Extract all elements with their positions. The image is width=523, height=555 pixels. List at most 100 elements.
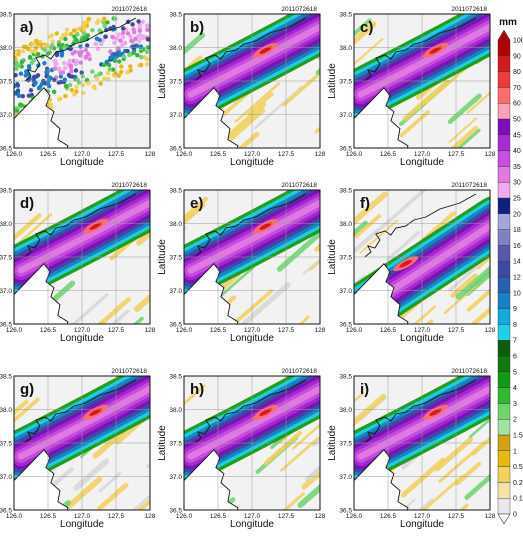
rain-gauge-dot: [101, 20, 106, 25]
x-tick-label: 128: [145, 151, 156, 158]
colorbar-segment: [497, 355, 511, 373]
y-tick-label: 38.0: [169, 407, 182, 414]
coastline: [364, 193, 477, 258]
rain-gauge-dot: [72, 34, 77, 39]
colorbar-segment: [497, 39, 511, 57]
rain-gauge-dot: [106, 62, 112, 68]
colorbar-level-label: 35: [513, 164, 521, 171]
heavy-rain-core: [259, 408, 272, 416]
colorbar-segment: [497, 403, 511, 420]
x-axis-label: Longitude: [230, 519, 274, 530]
heavy-rain-core: [259, 222, 272, 230]
precipitation-field: [184, 14, 320, 148]
rain-gauge-dot: [105, 70, 111, 76]
rain-gauge-dot: [32, 74, 37, 80]
sea-area: [184, 263, 239, 324]
colorbar-segment: [497, 498, 511, 515]
y-tick-label: 37.0: [339, 288, 352, 295]
rain-gauge-dot: [87, 56, 92, 62]
x-tick-label: 128: [485, 327, 496, 334]
rain-streak: [184, 196, 209, 221]
colorbar-segment: [497, 229, 511, 246]
y-tick-label: 37.0: [0, 288, 12, 295]
rain-streak: [292, 423, 320, 450]
rain-gauge-dot: [20, 49, 26, 54]
x-tick-label: 127.5: [278, 151, 295, 158]
rain-gauge-dot: [120, 35, 126, 40]
rain-gauge-dot: [52, 77, 57, 83]
rain-streak: [237, 131, 260, 148]
x-tick-label: 127.5: [278, 513, 295, 520]
rain-gauge-dot: [116, 32, 122, 37]
rain-streak: [18, 213, 53, 244]
colorbar-level-label: 60: [513, 101, 521, 108]
rain-gauge-dot: [56, 42, 62, 48]
rain-gauge-dot: [83, 54, 89, 60]
rain-band-contour: [187, 199, 320, 274]
rain-streak: [227, 102, 267, 137]
coastline: [194, 193, 307, 258]
x-axis-label: Longitude: [230, 333, 274, 344]
y-tick-label: 38.5: [0, 188, 12, 195]
rain-gauge-dot: [63, 36, 68, 42]
rain-streak: [399, 110, 430, 138]
rain-streak: [184, 384, 206, 406]
rain-gauge-dot: [99, 41, 104, 46]
panel-date: 2011072618: [111, 6, 147, 13]
x-tick-label: 127.0: [244, 151, 261, 158]
y-tick-label: 37.0: [339, 474, 352, 481]
x-tick-label: 126.0: [6, 327, 23, 334]
rain-streak: [98, 471, 122, 493]
panel-date: 2011072618: [281, 182, 317, 189]
x-tick-label: 127.0: [74, 327, 91, 334]
y-tick-label: 36.5: [339, 508, 352, 515]
colorbar-segment: [497, 150, 511, 167]
panel-frame: [353, 189, 491, 325]
rain-gauge-dot: [131, 27, 136, 32]
rain-streak: [354, 214, 382, 238]
rain-gauge-dot: [57, 97, 62, 102]
y-axis-label: Latitude: [157, 239, 168, 275]
rain-gauge-dot: [101, 62, 107, 67]
colorbar-segment: [497, 197, 511, 215]
rain-gauge-dot: [16, 93, 22, 99]
rain-gauge-dot: [97, 28, 102, 33]
rain-gauge-dot: [44, 69, 49, 75]
rain-gauge-dot: [92, 86, 97, 91]
rain-gauge-dot: [144, 49, 150, 55]
rain-gauge-dot: [15, 82, 20, 88]
rain-streak: [448, 117, 478, 143]
rain-streak: [373, 190, 426, 235]
x-axis-label: Longitude: [60, 519, 104, 530]
rain-gauge-dot: [61, 60, 67, 66]
panel-frame: [183, 375, 321, 511]
rain-streak: [354, 21, 377, 46]
coastline: [364, 17, 477, 82]
rain-gauge-dot: [19, 64, 24, 69]
rain-streak: [184, 32, 206, 56]
y-tick-label: 36.5: [339, 146, 352, 153]
rain-gauge-dot: [74, 59, 79, 64]
x-tick-label: 127.5: [108, 151, 125, 158]
colorbar-level-label: 0.2: [513, 480, 523, 487]
panel-date: 2011072618: [281, 368, 317, 375]
precipitation-field: [184, 190, 320, 324]
rain-gauge-dot: [128, 64, 133, 69]
rain-gauge-dot: [83, 47, 89, 53]
rain-gauge-dot: [125, 31, 131, 36]
rain-gauge-dot: [18, 71, 24, 76]
rain-gauge-dot: [76, 26, 81, 32]
colorbar-unit: mm: [499, 17, 517, 28]
colorbar-level-label: 16: [513, 243, 521, 250]
heavy-rain-core: [89, 408, 102, 416]
y-tick-label: 38.5: [339, 12, 352, 19]
colorbar-level-label: 3: [513, 401, 517, 408]
rain-gauge-dot: [121, 30, 126, 35]
rain-gauge-dot: [68, 82, 73, 88]
rain-gauge-dot: [139, 54, 144, 60]
rain-gauge-dot: [19, 60, 24, 65]
rain-gauge-dot: [137, 22, 142, 27]
x-tick-label: 126.5: [40, 327, 57, 334]
rain-gauge-dot: [79, 70, 84, 75]
y-tick-label: 38.5: [169, 12, 182, 19]
